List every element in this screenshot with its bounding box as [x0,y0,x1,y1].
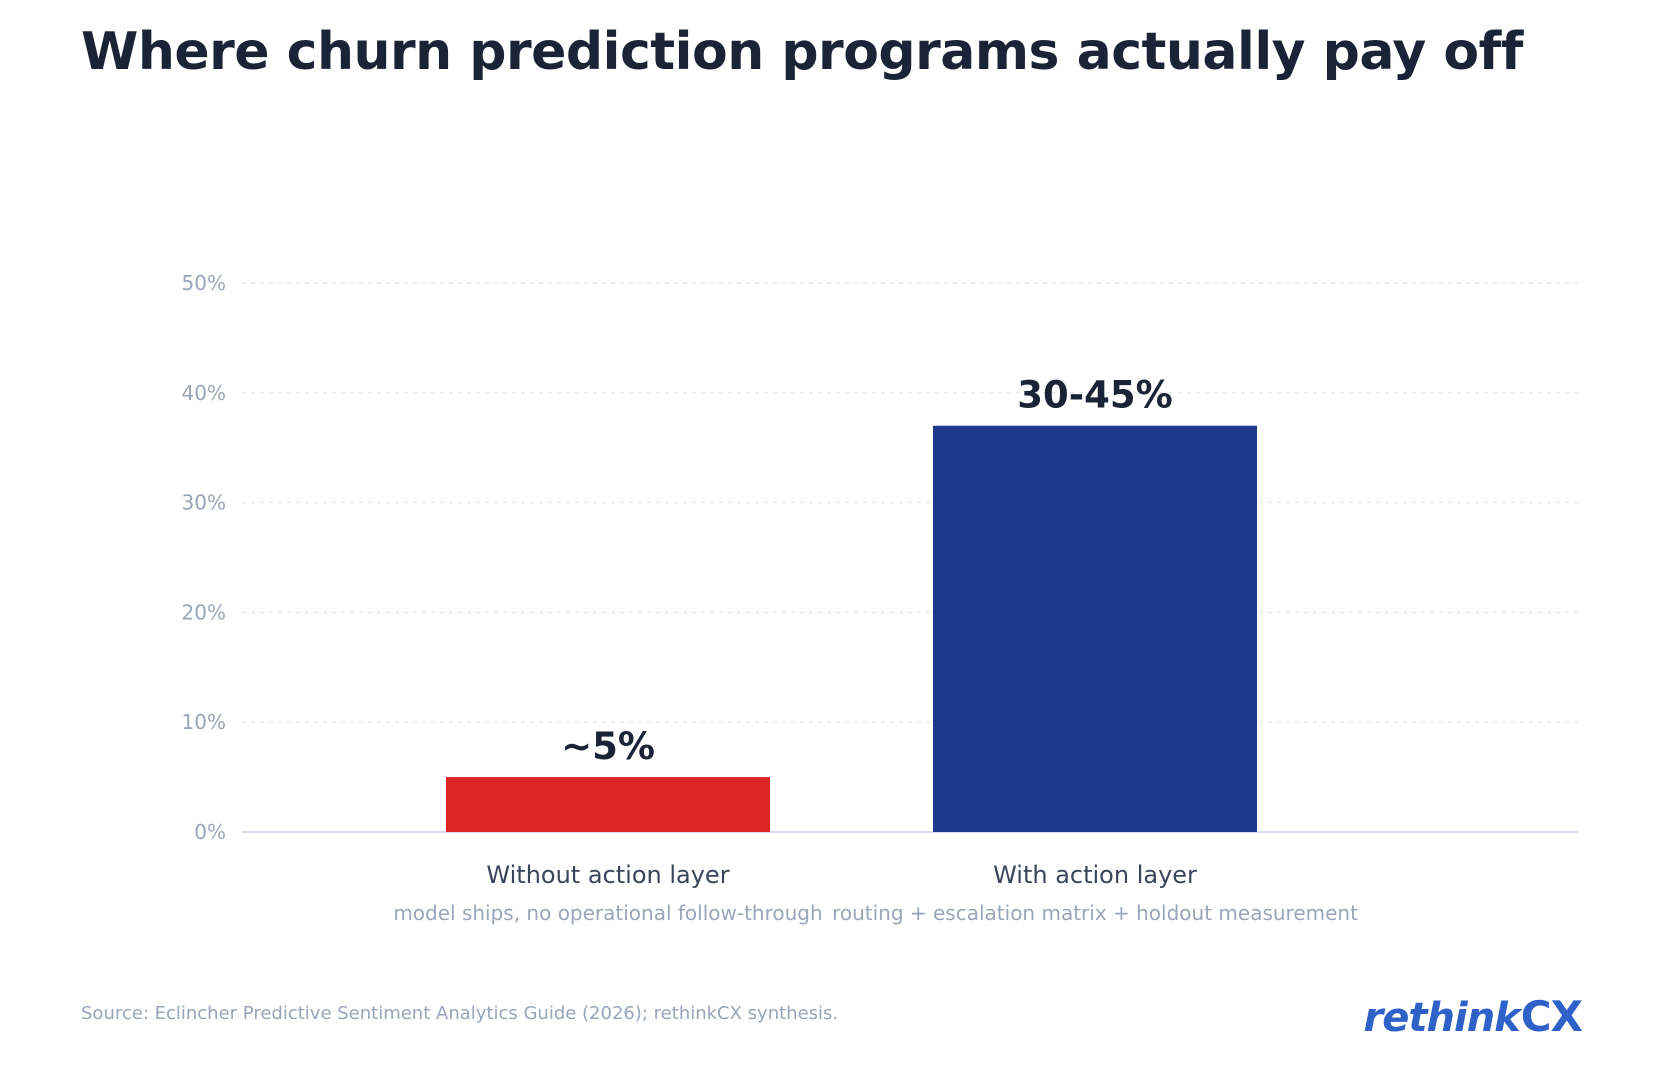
value-labels: ~5% 30-45% [561,374,1173,768]
y-axis: 0% 10% 20% 30% 40% 50% [182,271,226,844]
source-note: Source: Eclincher Predictive Sentiment A… [81,1003,839,1024]
x-axis: Without action layer model ships, no oper… [393,861,1358,925]
y-tick-label: 30% [182,491,226,515]
bar-without-action-layer [446,777,770,832]
rethinkcx-logo: rethinkCX [1363,992,1583,1041]
bar-with-action-layer [933,425,1257,832]
bar-value-label: 30-45% [1017,374,1172,417]
y-tick-label: 40% [182,381,226,405]
logo-text: rethink [1363,995,1521,1041]
y-tick-label: 20% [182,600,226,624]
bars [446,425,1257,832]
logo-accent-text: CX [1520,992,1583,1041]
bar-value-label: ~5% [561,725,655,768]
x-tick-label: With action layer [993,861,1197,889]
y-tick-label: 0% [194,820,226,844]
x-tick-sublabel: model ships, no operational follow-throu… [393,901,822,925]
gridlines [242,282,1578,833]
y-tick-label: 50% [182,271,226,295]
chart-title: Where churn prediction programs actually… [81,22,1523,82]
y-tick-label: 10% [182,710,226,734]
x-tick-sublabel: routing + escalation matrix + holdout me… [832,901,1358,925]
x-tick-label: Without action layer [486,861,729,889]
